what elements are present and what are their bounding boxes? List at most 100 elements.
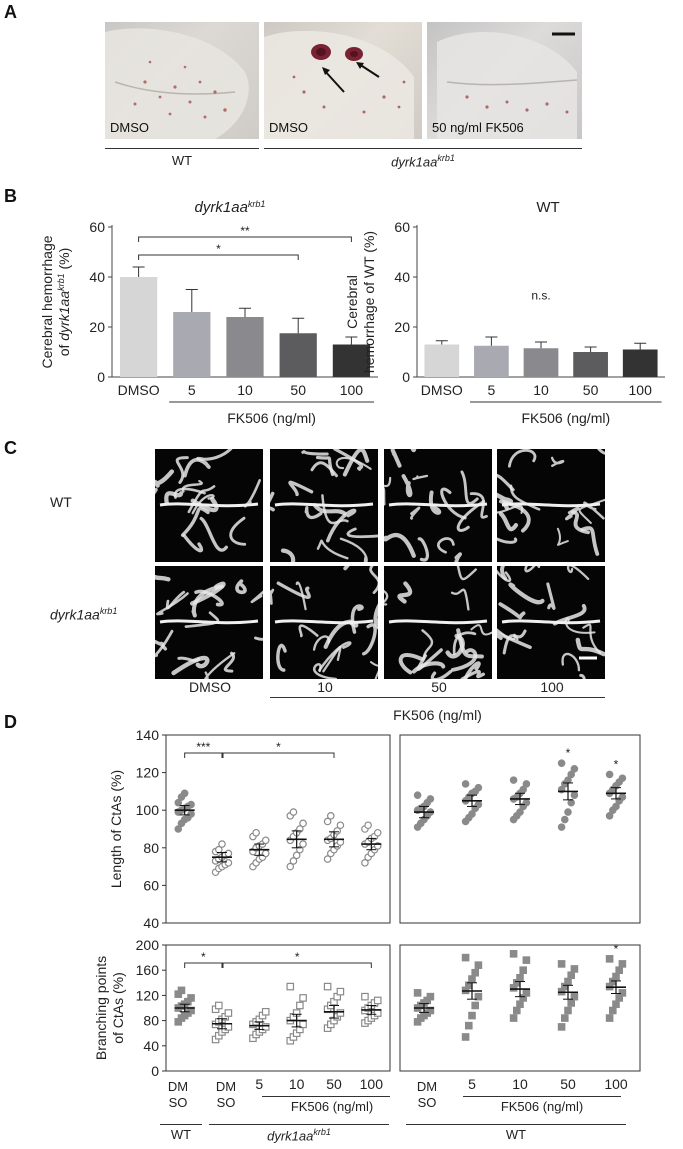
vessel — [445, 633, 465, 659]
data-point — [612, 1000, 620, 1009]
significance-bracket — [184, 962, 223, 968]
vessel — [440, 487, 467, 520]
data-point — [426, 992, 435, 1001]
vessel — [254, 636, 263, 641]
data-point — [570, 965, 579, 973]
vessel — [313, 663, 338, 679]
x-axis-title: FK506 (ng/ml) — [227, 410, 316, 426]
vessel — [177, 656, 201, 663]
y-title-line1: Cerebral hemorrhage — [39, 235, 55, 368]
vessel — [564, 506, 580, 521]
vessel — [398, 653, 424, 675]
vessel — [191, 494, 215, 515]
data-point — [333, 827, 342, 835]
vessel — [369, 661, 378, 679]
vessel — [155, 629, 174, 658]
y-tick-label: 40 — [89, 269, 105, 285]
vessel — [450, 588, 470, 611]
vessel — [155, 469, 175, 488]
vessel — [452, 631, 477, 656]
data-point — [605, 955, 614, 963]
vessel — [194, 589, 224, 607]
significance-bracket — [184, 752, 223, 758]
photo-label-mutant-fk506: 50 ng/ml FK506 — [432, 120, 524, 135]
data-point — [557, 960, 566, 968]
vessel — [502, 629, 527, 655]
vessel — [276, 643, 287, 672]
vessel — [401, 474, 413, 498]
mutant-allele-a: krb1 — [437, 153, 455, 163]
col-label-100: 100 — [540, 679, 564, 695]
vessel — [411, 661, 446, 674]
vessel — [460, 470, 479, 505]
embryo-photo-wt-dmso: DMSO — [105, 22, 259, 139]
vessel — [497, 473, 515, 492]
vessel — [298, 624, 319, 638]
data-point — [516, 973, 524, 982]
vessel — [430, 670, 453, 679]
vessel — [312, 503, 347, 516]
vessel-image — [155, 449, 263, 562]
x-tick-label: 5 — [488, 382, 496, 398]
data-point — [522, 780, 531, 788]
bar — [332, 344, 371, 377]
vessel — [280, 548, 296, 562]
vessel-image — [270, 566, 378, 679]
y-tick-label: 20 — [394, 319, 410, 335]
chart-title: dyrk1aakrb1 — [195, 199, 266, 216]
vessel — [566, 566, 590, 581]
vessel — [301, 450, 329, 456]
significance-star: * — [216, 242, 221, 256]
data-point — [516, 1000, 524, 1009]
data-point — [516, 808, 524, 816]
bar — [173, 312, 211, 377]
x-axis-title: FK506 (ng/ml) — [521, 410, 610, 426]
data-point — [618, 960, 627, 968]
vessel — [561, 652, 581, 672]
vessel — [191, 584, 224, 618]
significance-bracket — [222, 752, 335, 758]
vessel — [582, 623, 602, 654]
data-point — [567, 999, 576, 1007]
vessel — [362, 623, 377, 656]
data-point — [615, 966, 624, 975]
data-point — [261, 1007, 270, 1016]
vessel — [346, 527, 378, 539]
vessel — [321, 494, 349, 525]
data-point — [612, 972, 620, 981]
data-point — [187, 994, 195, 1002]
data-point — [465, 1021, 473, 1030]
row-mutant-allele: krb1 — [99, 606, 118, 616]
data-point — [364, 821, 372, 830]
vessel — [235, 579, 247, 595]
y-tick-label: 0 — [402, 369, 410, 385]
x-tick-label: 10 — [533, 382, 549, 398]
data-point — [224, 1009, 233, 1017]
significance-star: *** — [196, 740, 210, 754]
data-point — [618, 989, 627, 997]
vessel — [497, 537, 518, 544]
data-point — [323, 817, 332, 826]
data-point — [361, 992, 369, 1001]
vessel — [325, 508, 357, 543]
row-label-wt: WT — [50, 494, 72, 510]
data-point — [567, 971, 576, 980]
wt-label-d-left: WT — [170, 1127, 192, 1142]
data-point — [612, 802, 620, 811]
data-point — [560, 815, 569, 824]
vessel — [428, 490, 442, 515]
data-point — [218, 840, 226, 848]
panel-b-label: B — [4, 186, 17, 206]
vessel-midline — [159, 619, 259, 625]
data-point — [289, 857, 298, 865]
vessel — [597, 449, 605, 455]
vessel — [579, 673, 586, 679]
y-title-line2: of CtAs (%) — [110, 972, 126, 1044]
vessel — [546, 582, 556, 610]
vessel — [460, 669, 485, 679]
vessel — [270, 588, 275, 605]
vessel — [410, 506, 421, 520]
fk-label-right: FK506 (ng/ml) — [500, 1099, 584, 1114]
bar — [573, 352, 608, 377]
y-tick-label: 120 — [136, 987, 160, 1003]
